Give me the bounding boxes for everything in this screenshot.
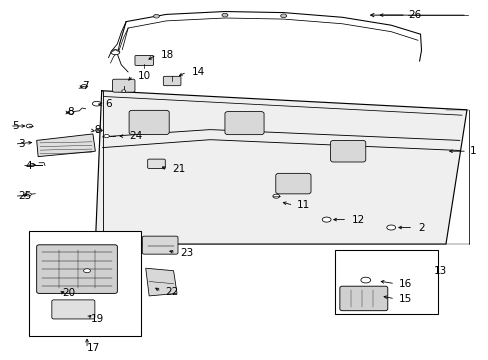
Bar	[335, 250, 437, 314]
Bar	[29, 231, 141, 336]
Ellipse shape	[30, 163, 35, 166]
Text: 9: 9	[94, 125, 101, 135]
FancyBboxPatch shape	[135, 55, 153, 66]
Text: 2: 2	[417, 222, 424, 233]
FancyBboxPatch shape	[142, 236, 178, 254]
Text: 3: 3	[19, 139, 25, 149]
Text: 18: 18	[160, 50, 173, 60]
Text: 4: 4	[25, 161, 32, 171]
Ellipse shape	[68, 111, 74, 114]
FancyBboxPatch shape	[37, 245, 117, 293]
FancyBboxPatch shape	[275, 174, 310, 194]
Ellipse shape	[360, 277, 370, 283]
Text: 19: 19	[90, 314, 103, 324]
FancyBboxPatch shape	[52, 300, 95, 319]
Polygon shape	[145, 268, 177, 296]
Text: 13: 13	[433, 266, 447, 276]
Ellipse shape	[122, 90, 125, 92]
Ellipse shape	[83, 269, 90, 273]
Ellipse shape	[280, 14, 286, 18]
FancyBboxPatch shape	[163, 76, 181, 86]
FancyBboxPatch shape	[330, 140, 365, 162]
Ellipse shape	[25, 193, 31, 196]
Polygon shape	[95, 91, 466, 244]
Text: 5: 5	[12, 121, 19, 131]
Text: 26: 26	[407, 10, 421, 20]
Text: 7: 7	[82, 81, 89, 91]
Text: 6: 6	[105, 99, 112, 109]
Text: 22: 22	[165, 287, 178, 297]
Polygon shape	[37, 134, 95, 157]
Text: 20: 20	[62, 288, 76, 298]
Text: 12: 12	[351, 215, 365, 225]
FancyBboxPatch shape	[112, 79, 135, 92]
FancyBboxPatch shape	[224, 112, 264, 135]
Text: 17: 17	[87, 343, 100, 354]
Text: 23: 23	[180, 248, 193, 258]
FancyBboxPatch shape	[147, 159, 165, 168]
Text: 25: 25	[19, 191, 32, 201]
Text: 24: 24	[129, 131, 142, 141]
Text: 11: 11	[297, 200, 310, 210]
FancyBboxPatch shape	[129, 110, 169, 134]
Ellipse shape	[222, 13, 227, 17]
Ellipse shape	[81, 85, 87, 88]
Text: 15: 15	[398, 294, 411, 304]
Ellipse shape	[92, 102, 101, 106]
Ellipse shape	[104, 134, 109, 138]
Ellipse shape	[111, 50, 120, 55]
Ellipse shape	[96, 129, 102, 132]
Ellipse shape	[26, 124, 32, 128]
Text: 10: 10	[138, 71, 151, 81]
Text: 16: 16	[398, 279, 411, 289]
Text: 1: 1	[468, 146, 475, 156]
FancyBboxPatch shape	[339, 286, 387, 311]
Text: 21: 21	[172, 164, 185, 174]
Text: 8: 8	[67, 107, 74, 117]
Text: 14: 14	[191, 67, 204, 77]
Ellipse shape	[322, 217, 330, 222]
Ellipse shape	[272, 194, 279, 198]
Ellipse shape	[386, 225, 395, 230]
Ellipse shape	[153, 14, 159, 18]
